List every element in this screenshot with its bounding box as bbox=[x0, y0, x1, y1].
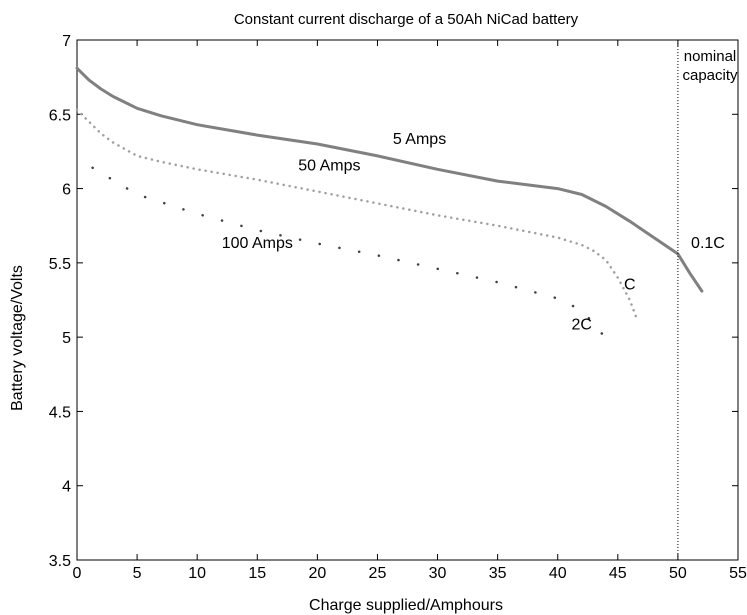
chart-title: Constant current discharge of a 50Ah NiC… bbox=[234, 11, 579, 28]
y-tick-label: 5 bbox=[62, 330, 71, 347]
y-tick-label: 6 bbox=[62, 182, 71, 199]
x-tick-label: 5 bbox=[133, 565, 142, 582]
y-tick-label: 5.5 bbox=[49, 256, 71, 273]
y-tick-label: 7 bbox=[62, 33, 71, 50]
y-tick-label: 4.5 bbox=[49, 404, 71, 421]
series-line-100-amps bbox=[91, 166, 614, 349]
y-tick-label: 4 bbox=[62, 479, 71, 496]
annotation-label: C bbox=[624, 277, 636, 294]
nominal-capacity-label: capacity bbox=[682, 67, 738, 84]
y-tick-label: 3.5 bbox=[49, 553, 71, 570]
x-tick-label: 25 bbox=[369, 565, 387, 582]
x-tick-label: 45 bbox=[609, 565, 627, 582]
nominal-capacity-label: nominal bbox=[684, 48, 737, 65]
annotation-label: 0.1C bbox=[691, 235, 725, 252]
x-axis-label: Charge supplied/Amphours bbox=[309, 597, 503, 614]
annotation-label: 5 Amps bbox=[393, 131, 446, 148]
x-tick-label: 35 bbox=[489, 565, 507, 582]
x-tick-label: 30 bbox=[429, 565, 447, 582]
plot-frame bbox=[76, 39, 739, 561]
x-tick-label: 40 bbox=[549, 565, 567, 582]
plot-area: 0 5 10 15 20 25 30 35 40 45 50 55 3.5 4 4.5 5 5.5 6 6.5 7 no… bbox=[49, 33, 747, 582]
series-line-50-amps bbox=[75, 108, 639, 321]
annotation-label: 100 Amps bbox=[222, 235, 293, 252]
y-tick-label: 6.5 bbox=[49, 107, 71, 124]
x-tick-label: 50 bbox=[669, 565, 687, 582]
series-line-5-amps bbox=[75, 66, 704, 293]
y-axis-label: Battery voltage/Volts bbox=[9, 265, 26, 411]
annotation-label: 2C bbox=[572, 317, 592, 334]
x-tick-label: 15 bbox=[248, 565, 266, 582]
annotation-label: 50 Amps bbox=[298, 158, 360, 175]
x-tick-label: 55 bbox=[729, 565, 747, 582]
x-tick-label: 20 bbox=[308, 565, 326, 582]
x-tick-label: 10 bbox=[188, 565, 206, 582]
x-tick-label: 0 bbox=[73, 565, 82, 582]
